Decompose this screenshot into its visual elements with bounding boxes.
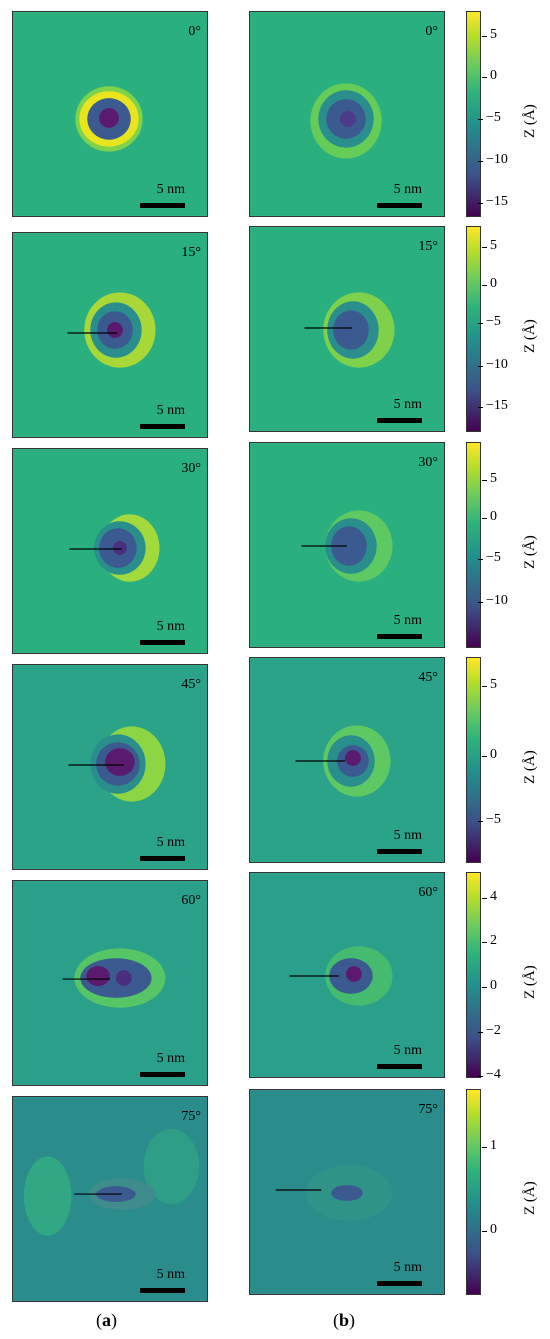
colorbar-label: Z (Å) bbox=[522, 535, 538, 569]
angle-label: 45° bbox=[181, 677, 201, 692]
scale-label: 5 nm bbox=[393, 613, 422, 628]
scale-bar bbox=[377, 203, 422, 208]
panel-a-45: 45° 5 nm bbox=[12, 664, 208, 870]
panel-b-75: 75° 5 nm bbox=[249, 1089, 445, 1295]
panel-b-60: 60° 5 nm bbox=[249, 872, 445, 1078]
scale-label: 5 nm bbox=[156, 1051, 185, 1066]
colorbar-tick: 5 bbox=[482, 677, 497, 692]
colorbar-tick: −15 bbox=[478, 398, 508, 413]
colorbar bbox=[466, 226, 481, 432]
scale-label: 5 nm bbox=[156, 403, 185, 418]
colorbar-label: Z (Å) bbox=[522, 750, 538, 784]
colorbar-tick: 0 bbox=[482, 276, 497, 291]
angle-label: 45° bbox=[418, 670, 438, 685]
colorbar-tick: 0 bbox=[482, 1222, 497, 1237]
colorbar-tick: 0 bbox=[482, 509, 497, 524]
scale-bar bbox=[377, 1281, 422, 1286]
colorbar-tick: 2 bbox=[482, 933, 497, 948]
scale-bar bbox=[140, 640, 185, 645]
colorbar-label: Z (Å) bbox=[522, 104, 538, 138]
angle-label: 30° bbox=[181, 461, 201, 476]
angle-label: 15° bbox=[181, 245, 201, 260]
colorbar-tick: −5 bbox=[478, 550, 501, 565]
colorbar-tick: −4 bbox=[478, 1067, 501, 1082]
scale-label: 5 nm bbox=[393, 1043, 422, 1058]
angle-label: 0° bbox=[425, 24, 438, 39]
scale-bar bbox=[140, 424, 185, 429]
panel-b-0: 0° 5 nm bbox=[249, 11, 445, 217]
colorbar-tick: 5 bbox=[482, 238, 497, 253]
scale-bar bbox=[377, 418, 422, 423]
panel-a-60: 60° 5 nm bbox=[12, 880, 208, 1086]
colorbar-tick: 5 bbox=[482, 27, 497, 42]
scale-bar bbox=[377, 634, 422, 639]
scale-label: 5 nm bbox=[393, 828, 422, 843]
colorbar-label: Z (Å) bbox=[522, 965, 538, 999]
colorbar-tick: −15 bbox=[478, 194, 508, 209]
scale-label: 5 nm bbox=[393, 182, 422, 197]
panel-b-15: 15° 5 nm bbox=[249, 226, 445, 432]
angle-label: 0° bbox=[188, 24, 201, 39]
colorbar-tick: 5 bbox=[482, 471, 497, 486]
angle-label: 15° bbox=[418, 239, 438, 254]
colorbar-tick: −5 bbox=[478, 812, 501, 827]
caption-b: (b) bbox=[333, 1310, 356, 1330]
colorbar bbox=[466, 11, 481, 217]
panel-a-30: 30° 5 nm bbox=[12, 448, 208, 654]
colorbar-tick: 0 bbox=[482, 978, 497, 993]
colorbar-tick: −2 bbox=[478, 1023, 501, 1038]
panel-a-75: 75° 5 nm bbox=[12, 1096, 208, 1302]
colorbar bbox=[466, 657, 481, 863]
scale-bar bbox=[377, 1064, 422, 1069]
scale-label: 5 nm bbox=[156, 619, 185, 634]
angle-label: 75° bbox=[181, 1109, 201, 1124]
panel-a-0: 0° 5 nm bbox=[12, 11, 208, 217]
colorbar-tick: 0 bbox=[482, 747, 497, 762]
angle-label: 60° bbox=[181, 893, 201, 908]
scale-bar bbox=[140, 856, 185, 861]
scale-bar bbox=[377, 849, 422, 854]
scale-label: 5 nm bbox=[156, 1267, 185, 1282]
scale-label: 5 nm bbox=[156, 835, 185, 850]
scale-label: 5 nm bbox=[393, 1260, 422, 1275]
colorbar-tick: −10 bbox=[478, 357, 508, 372]
angle-label: 30° bbox=[418, 455, 438, 470]
angle-label: 60° bbox=[418, 885, 438, 900]
scale-bar bbox=[140, 1288, 185, 1293]
colorbar bbox=[466, 1089, 481, 1295]
colorbar-label: Z (Å) bbox=[522, 1181, 538, 1215]
colorbar-tick: 4 bbox=[482, 889, 497, 904]
scale-bar bbox=[140, 1072, 185, 1077]
colorbar-tick: −5 bbox=[478, 110, 501, 125]
colorbar-tick: −5 bbox=[478, 314, 501, 329]
scale-bar bbox=[140, 203, 185, 208]
colorbar-tick: −10 bbox=[478, 152, 508, 167]
panel-a-15: 15° 5 nm bbox=[12, 232, 208, 438]
scale-label: 5 nm bbox=[156, 182, 185, 197]
scale-label: 5 nm bbox=[393, 397, 422, 412]
colorbar bbox=[466, 872, 481, 1078]
caption-a: (a) bbox=[96, 1310, 117, 1330]
colorbar-tick: 0 bbox=[482, 68, 497, 83]
colorbar-label: Z (Å) bbox=[522, 319, 538, 353]
colorbar-tick: 1 bbox=[482, 1138, 497, 1153]
angle-label: 75° bbox=[418, 1102, 438, 1117]
colorbar bbox=[466, 442, 481, 648]
panel-b-30: 30° 5 nm bbox=[249, 442, 445, 648]
panel-b-45: 45° 5 nm bbox=[249, 657, 445, 863]
colorbar-tick: −10 bbox=[478, 593, 508, 608]
